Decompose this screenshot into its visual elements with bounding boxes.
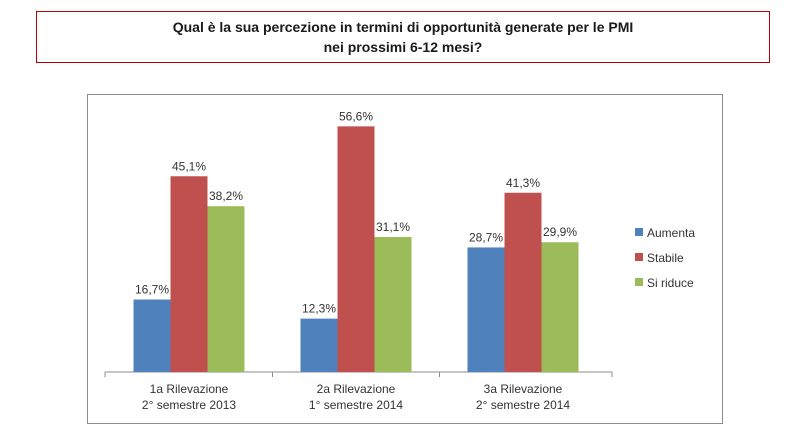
legend-swatch bbox=[635, 228, 643, 236]
legend-label: Aumenta bbox=[647, 226, 695, 240]
legend-swatch bbox=[635, 278, 643, 286]
bar-si-riduce bbox=[207, 206, 245, 372]
category-label: 2a Rilevazione bbox=[317, 382, 396, 396]
bar-aumenta bbox=[467, 247, 505, 372]
legend-swatch bbox=[635, 253, 643, 261]
bar-stabile bbox=[170, 176, 208, 372]
bar-aumenta bbox=[133, 299, 171, 372]
category-label: 2° semestre 2013 bbox=[142, 398, 237, 412]
bar-si-riduce bbox=[374, 237, 412, 372]
legend-label: Stabile bbox=[647, 251, 684, 265]
data-label: 16,7% bbox=[135, 283, 169, 297]
data-label: 45,1% bbox=[172, 159, 206, 173]
legend-label: Si riduce bbox=[647, 276, 694, 290]
data-label: 56,6% bbox=[339, 109, 373, 123]
bar-aumenta bbox=[300, 318, 338, 372]
chart-title-box: Qual è la sua percezione in termini di o… bbox=[36, 11, 770, 63]
bar-stabile bbox=[337, 126, 375, 372]
data-label: 31,1% bbox=[376, 220, 410, 234]
data-label: 38,2% bbox=[209, 189, 243, 203]
bar-si-riduce bbox=[541, 242, 579, 372]
data-label: 29,9% bbox=[543, 225, 577, 239]
data-label: 28,7% bbox=[469, 230, 503, 244]
category-label: 2° semestre 2014 bbox=[476, 398, 571, 412]
data-label: 12,3% bbox=[302, 302, 336, 316]
chart-title-line-2: nei prossimi 6-12 mesi? bbox=[323, 39, 483, 55]
chart-title-line-1: Qual è la sua percezione in termini di o… bbox=[172, 19, 634, 35]
category-label: 1° semestre 2014 bbox=[309, 398, 404, 412]
category-label: 1a Rilevazione bbox=[150, 382, 229, 396]
bar-stabile bbox=[504, 192, 542, 372]
category-label: 3a Rilevazione bbox=[484, 382, 563, 396]
data-label: 41,3% bbox=[506, 176, 540, 190]
